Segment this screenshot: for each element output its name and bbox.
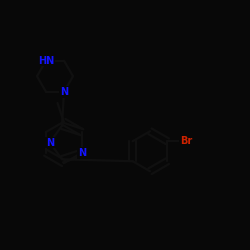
Text: HN: HN [38,56,54,66]
Text: N: N [46,138,54,147]
Text: N: N [78,148,86,158]
Text: N: N [60,87,68,97]
Text: Br: Br [180,136,192,146]
